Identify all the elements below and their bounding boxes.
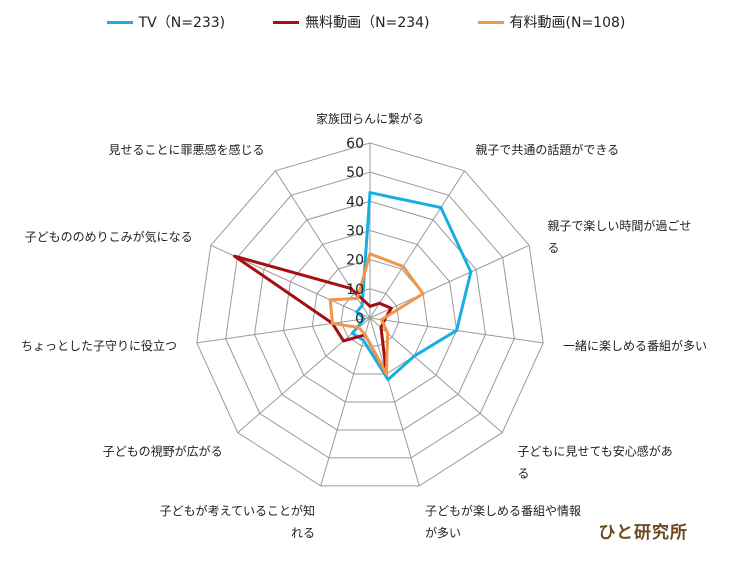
data-point-s0-0	[368, 191, 372, 195]
tick-label-40: 40	[346, 194, 364, 210]
data-point-s0-4	[412, 354, 416, 358]
data-point-s0-6	[361, 338, 365, 342]
axis-spoke-6	[320, 317, 371, 487]
data-point-s0-3	[455, 328, 459, 332]
category-label-7: 子どもの視野が広がる	[103, 444, 223, 459]
category-label-line-8-0: ちょっとした子守りに役立つ	[21, 338, 177, 353]
data-point-s2-3	[380, 318, 384, 322]
legend-swatch-tv	[106, 20, 133, 24]
category-labels: 家族団らんに繋がる親子で共通の話題ができる親子で楽しい時間が過ごせる一緒に楽しめ…	[21, 111, 707, 540]
tick-label-50: 50	[346, 165, 364, 181]
grid-ring-60	[196, 142, 544, 487]
series-line-2	[328, 252, 425, 376]
tick-label-10: 10	[346, 282, 364, 298]
category-label-line-2-1: る	[547, 241, 559, 255]
brand-logo: ひと研究所	[598, 523, 688, 543]
data-point-s1-4	[379, 326, 383, 330]
data-point-s0-2	[469, 270, 473, 274]
category-label-8: ちょっとした子守りに役立つ	[21, 338, 177, 353]
tick-label-20: 20	[346, 253, 364, 269]
legend: TV（N=233) 無料動画（N=234) 有料動画(N=108)	[0, 12, 732, 32]
data-point-s2-4	[386, 331, 390, 335]
category-label-line-5-1: が多い	[425, 525, 461, 540]
grid-ring-50	[225, 171, 515, 459]
category-label-line-2-0: 親子で楽しい時間が過ごせ	[547, 218, 691, 233]
category-label-line-4-0: 子どもに見せても安心感があ	[517, 444, 672, 459]
legend-label-paid-video: 有料動画(N=108)	[509, 15, 626, 31]
category-label-0: 家族団らんに繋がる	[316, 111, 424, 126]
radar-ticks: 0 10 20 30 40 50 60	[346, 136, 364, 327]
category-label-2: 親子で楽しい時間が過ごせる	[547, 218, 691, 255]
data-point-s1-7	[342, 339, 346, 343]
axis-spoke-5	[369, 317, 420, 487]
category-label-line-6-1: れる	[291, 526, 315, 540]
legend-item-tv: TV（N=233)	[106, 12, 226, 32]
category-label-line-9-0: 子どもののめりこみが気になる	[25, 229, 193, 244]
data-point-s0-5	[386, 378, 390, 382]
legend-label-tv: TV（N=233)	[138, 15, 226, 31]
legend-item-free-video: 無料動画（N=234)	[273, 12, 430, 32]
data-point-s1-2	[389, 306, 393, 310]
data-point-s2-5	[384, 372, 388, 376]
data-point-s2-1	[401, 264, 405, 268]
axis-spoke-4	[369, 317, 503, 433]
data-point-s1-9	[233, 254, 237, 258]
tick-label-0: 0	[355, 311, 364, 327]
category-label-4: 子どもに見せても安心感がある	[517, 444, 672, 481]
data-point-s2-10	[355, 296, 359, 300]
tick-label-30: 30	[346, 224, 364, 240]
axis-spoke-1	[369, 170, 466, 319]
radar-series	[233, 191, 473, 382]
category-label-6: 子どもが考えていることが知れる	[160, 503, 315, 540]
data-point-s2-2	[421, 292, 425, 296]
grid-ring-30	[282, 229, 458, 403]
data-point-s0-1	[439, 206, 443, 210]
category-label-line-10-0: 見せることに罪悪感を感じる	[109, 142, 265, 157]
data-point-s0-8	[362, 317, 366, 321]
data-point-s0-10	[360, 304, 364, 308]
data-point-s1-1	[377, 301, 381, 305]
axis-spoke-8	[196, 317, 371, 344]
grid-ring-40	[254, 200, 486, 431]
data-point-s0-7	[350, 331, 354, 335]
category-label-9: 子どもののめりこみが気になる	[25, 229, 193, 244]
category-label-line-7-0: 子どもの視野が広がる	[103, 444, 223, 459]
category-label-line-1-0: 親子で共通の話題ができる	[475, 142, 619, 157]
category-label-line-5-0: 子どもが楽しめる番組や情報	[425, 503, 581, 518]
data-point-s2-9	[328, 298, 332, 302]
category-label-5: 子どもが楽しめる番組や情報が多い	[425, 503, 581, 540]
category-label-line-4-1: る	[517, 467, 529, 481]
data-point-s1-0	[368, 304, 372, 308]
legend-label-free-video: 無料動画（N=234)	[305, 15, 430, 31]
category-label-10: 見せることに罪悪感を感じる	[109, 142, 265, 157]
axis-spoke-7	[237, 317, 371, 433]
category-label-line-0-0: 家族団らんに繋がる	[316, 111, 424, 126]
data-point-s0-9	[355, 310, 359, 314]
category-label-line-6-0: 子どもが考えていることが知	[160, 503, 315, 518]
category-label-1: 親子で共通の話題ができる	[475, 142, 619, 157]
data-point-s1-10	[349, 287, 353, 291]
legend-swatch-free-video	[273, 20, 300, 24]
legend-item-paid-video: 有料動画(N=108)	[477, 12, 626, 32]
radar-grid	[196, 142, 544, 487]
tick-label-60: 60	[346, 136, 364, 152]
axis-spoke-2	[369, 244, 530, 319]
legend-swatch-paid-video	[477, 20, 504, 24]
data-point-s2-6	[363, 333, 367, 337]
category-label-line-3-0: 一緒に楽しめる番組が多い	[563, 338, 707, 353]
data-point-s2-8	[330, 321, 334, 325]
data-point-s2-7	[357, 326, 361, 330]
category-label-3: 一緒に楽しめる番組が多い	[563, 338, 707, 353]
data-point-s2-0	[368, 252, 372, 256]
